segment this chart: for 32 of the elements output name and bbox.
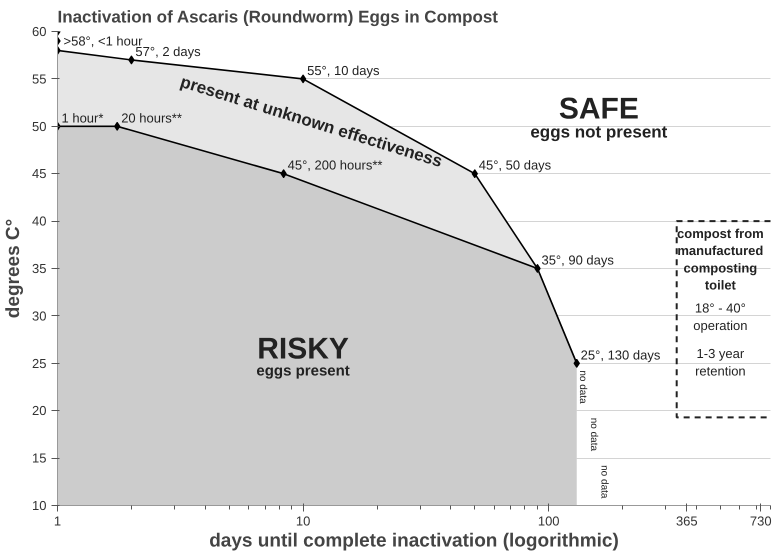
y-tick-label: 40 (32, 214, 47, 229)
annotation: 45°, 50 days (478, 158, 552, 173)
y-tick-label: 50 (32, 118, 47, 134)
y-tick-label: 15 (32, 450, 47, 466)
y-tick-label: 45 (32, 166, 47, 182)
annotation: 18° - 40° operation (693, 300, 748, 333)
y-tick-label: 20 (32, 403, 47, 418)
annotation: no data (576, 370, 588, 404)
annotation: >58°, <1 hour (64, 33, 144, 48)
annotation: 35°, 90 days (541, 252, 614, 268)
y-tick-label: 35 (32, 261, 47, 276)
x-tick-label: 730 (750, 514, 772, 528)
annotation: no data (588, 418, 599, 452)
annotation: no data (598, 465, 610, 499)
y-axis-title: degrees C° (3, 218, 24, 318)
annotation: compost from manufactured composting toilet (677, 226, 764, 293)
x-tick-label: 1 (54, 514, 62, 528)
x-tick-label: 10 (296, 514, 310, 528)
annotation: 25°, 130 days (580, 347, 661, 362)
annotation: 55°, 10 days (307, 62, 380, 78)
x-axis-title: days until complete inactivation (logorithmic) (209, 530, 619, 552)
y-tick-label: 55 (32, 71, 47, 86)
x-tick-label: 100 (538, 514, 560, 528)
y-tick-label: 25 (32, 356, 47, 371)
y-tick-label: 60 (32, 24, 47, 39)
annotation: 1 hour* (62, 110, 104, 126)
annotation: 1-3 year retention (695, 346, 746, 378)
y-tick-label: 30 (32, 308, 47, 324)
annotation: 20 hours** (121, 110, 182, 126)
y-tick-label: 10 (32, 498, 47, 513)
chart-title: Inactivation of Ascaris (Roundworm) Eggs in Compost (58, 8, 498, 26)
x-tick-label: 365 (676, 514, 698, 528)
